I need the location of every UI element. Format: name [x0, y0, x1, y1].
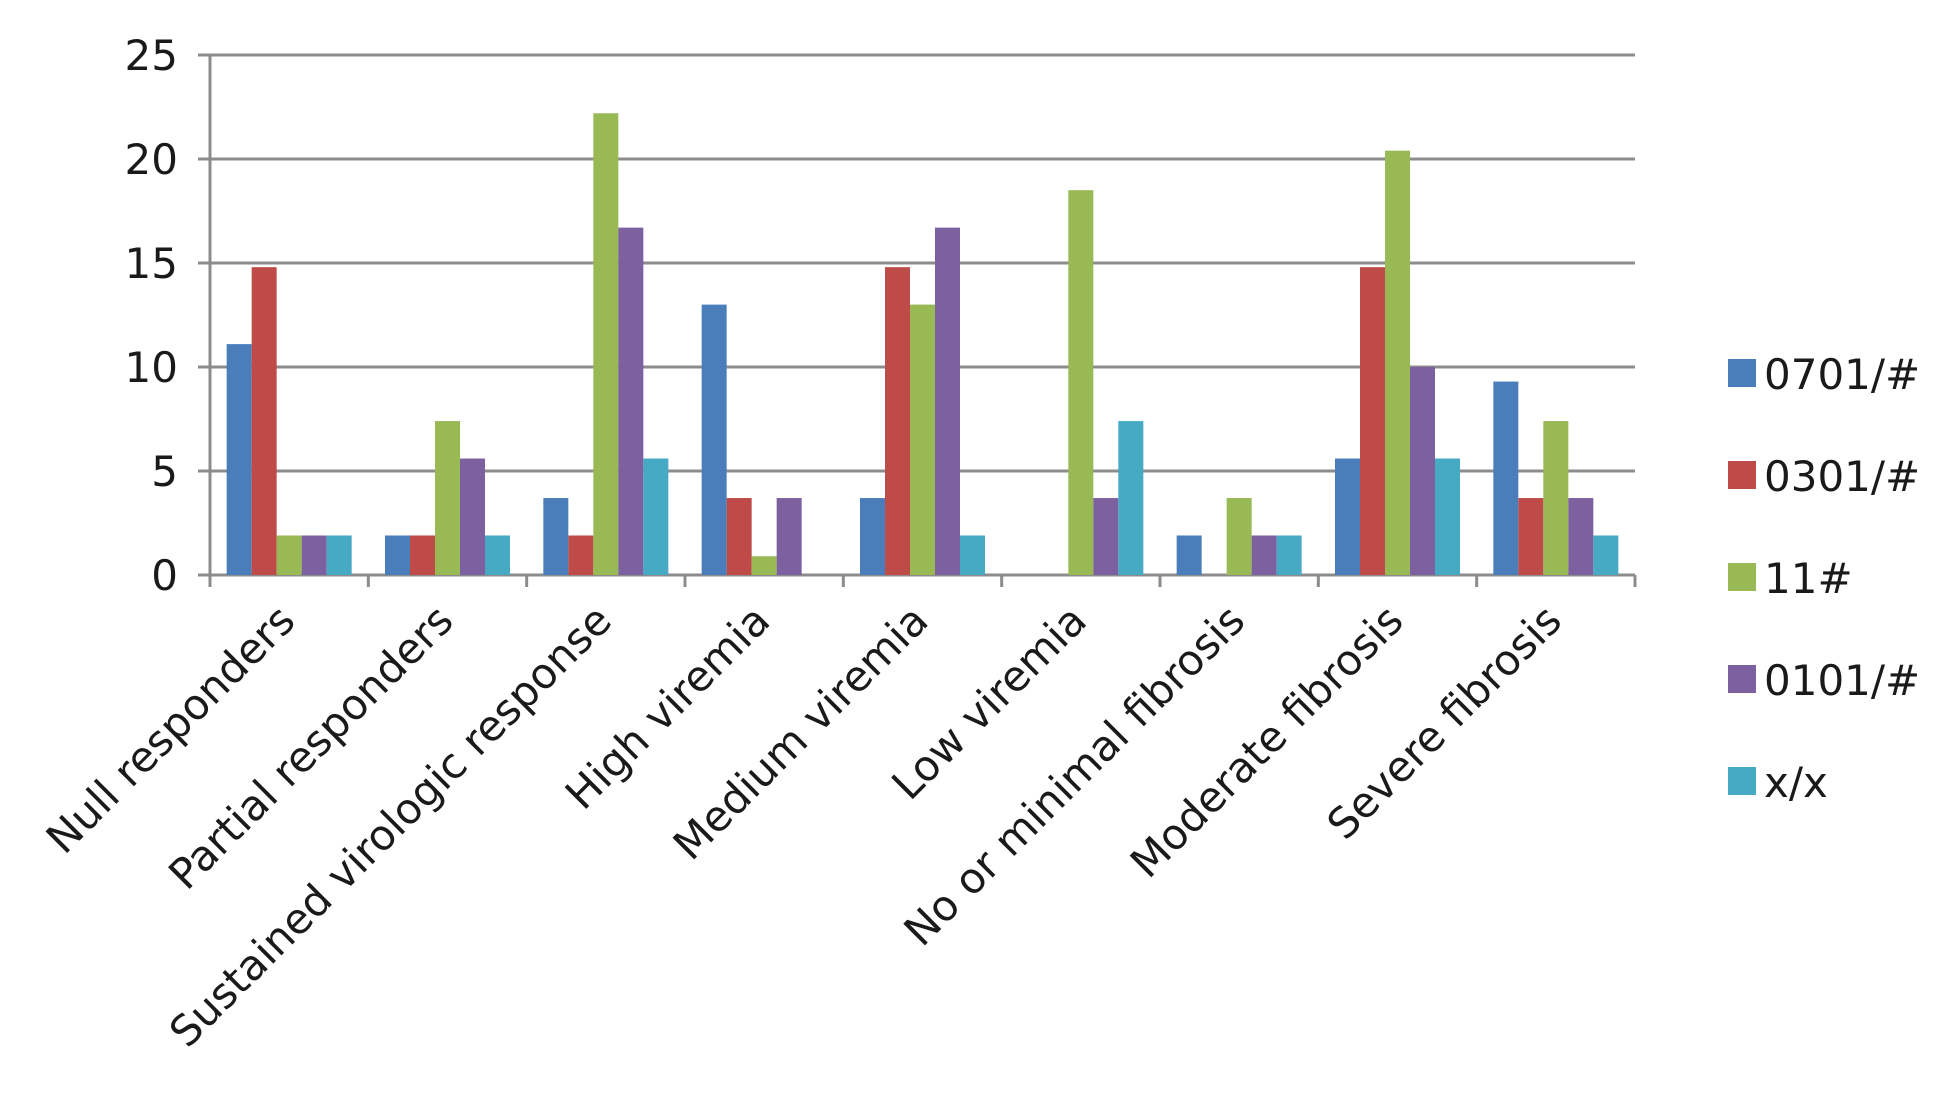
- x-category-label: Partial responders: [159, 595, 462, 898]
- bar-0701/#-Null responders: [226, 344, 252, 575]
- bar-x/x-Sustained virologic response: [643, 458, 669, 575]
- bar-0101/#-No or minimal fibrosis: [1251, 535, 1277, 575]
- legend-swatch: [1728, 767, 1756, 795]
- bar-0301/#-Moderate fibrosis: [1360, 267, 1385, 575]
- bar-0301/#-Sustained virologic response: [568, 535, 594, 575]
- bar-0101/#-Medium viremia: [935, 227, 960, 575]
- bar-11#-Null responders: [276, 535, 302, 575]
- legend-swatch: [1728, 665, 1756, 693]
- bar-0701/#-Sustained virologic response: [543, 498, 569, 575]
- bar-x/x-Moderate fibrosis: [1435, 458, 1460, 575]
- bar-0101/#-Low viremia: [1093, 498, 1119, 575]
- y-tick-label: 5: [151, 447, 178, 496]
- bar-11#-Severe fibrosis: [1543, 421, 1569, 575]
- bar-0101/#-Null responders: [301, 535, 327, 575]
- bar-0701/#-High viremia: [701, 304, 727, 575]
- bar-0301/#-Severe fibrosis: [1518, 498, 1544, 575]
- legend-swatch: [1728, 563, 1756, 591]
- bar-11#-Medium viremia: [910, 304, 935, 575]
- bar-0301/#-High viremia: [726, 498, 752, 575]
- bar-0701/#-Partial responders: [385, 535, 410, 575]
- legend-label: 11#: [1764, 554, 1853, 603]
- bar-11#-Moderate fibrosis: [1385, 150, 1410, 575]
- legend: 0701/# 0301/# 11# 0101/# x/x: [1728, 350, 1920, 807]
- legend-label: 0301/#: [1764, 452, 1920, 501]
- bar-11#-High viremia: [751, 556, 777, 575]
- bar-x/x-Medium viremia: [960, 535, 985, 575]
- legend-label: 0101/#: [1764, 656, 1920, 705]
- y-tick-label: 20: [125, 135, 178, 184]
- bar-x/x-Severe fibrosis: [1593, 535, 1619, 575]
- bar-x/x-Low viremia: [1118, 421, 1144, 575]
- bar-0701/#-Severe fibrosis: [1493, 381, 1519, 575]
- bar-0101/#-Sustained virologic response: [618, 227, 644, 575]
- y-tick-labels: 0 5 10 15 20 25: [125, 31, 178, 600]
- bar-0301/#-Partial responders: [410, 535, 435, 575]
- legend-label: x/x: [1764, 758, 1828, 807]
- bar-0701/#-Moderate fibrosis: [1335, 458, 1360, 575]
- bar-11#-Low viremia: [1068, 190, 1094, 575]
- bar-x/x-No or minimal fibrosis: [1276, 535, 1302, 575]
- bar-0701/#-No or minimal fibrosis: [1176, 535, 1202, 575]
- bar-0701/#-Medium viremia: [860, 498, 885, 575]
- bars: [226, 113, 1619, 576]
- bar-11#-Partial responders: [435, 421, 460, 575]
- y-tick-label: 0: [151, 551, 178, 600]
- bar-x/x-Partial responders: [485, 535, 510, 575]
- bar-0301/#-Medium viremia: [885, 267, 910, 575]
- y-tick-label: 15: [125, 239, 178, 288]
- bar-11#-Sustained virologic response: [593, 113, 619, 576]
- bar-0101/#-Severe fibrosis: [1568, 498, 1594, 575]
- legend-swatch: [1728, 461, 1756, 489]
- bar-0101/#-Partial responders: [460, 458, 485, 575]
- y-tick-label: 25: [125, 31, 178, 80]
- y-tick-label: 10: [125, 343, 178, 392]
- bar-0101/#-Moderate fibrosis: [1410, 367, 1435, 575]
- bar-x/x-Null responders: [326, 535, 352, 575]
- legend-label: 0701/#: [1764, 350, 1920, 399]
- bar-0101/#-High viremia: [776, 498, 802, 575]
- legend-swatch: [1728, 359, 1756, 387]
- bar-0301/#-Null responders: [251, 267, 277, 575]
- x-category-label: Moderate fibrosis: [1121, 595, 1413, 887]
- bar-11#-No or minimal fibrosis: [1226, 498, 1252, 575]
